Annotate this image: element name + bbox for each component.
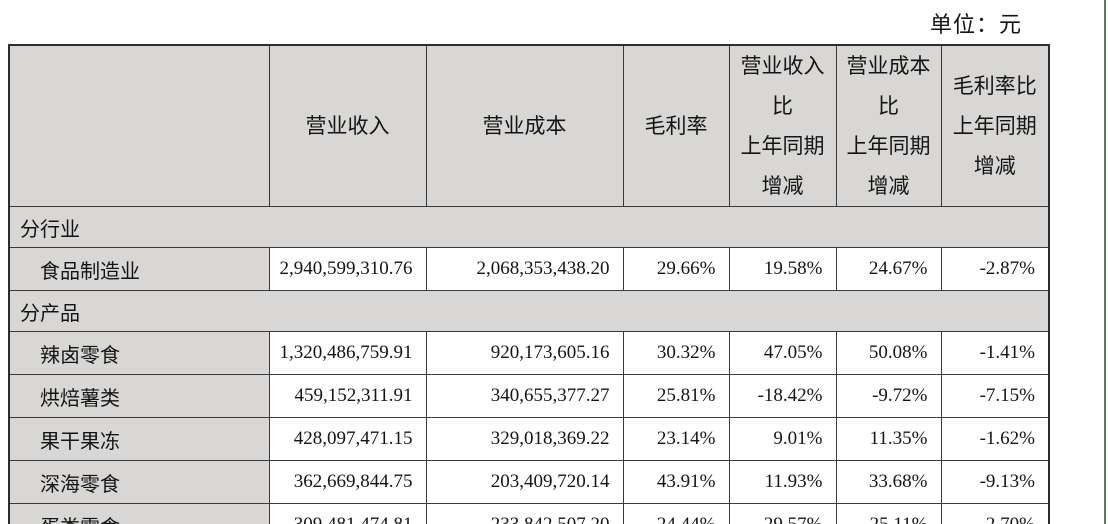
value-cell: 2,068,353,438.20 [425, 247, 624, 291]
table-row: 烘焙薯类 459,152,311.91 340,655,377.27 25.81% -1… [8, 374, 1050, 418]
value-cell: 233,842,507.20 [425, 503, 624, 524]
table-row: 食品制造业 2,940,599,310.76 2,068,353,438.20 29.… [8, 247, 1050, 291]
value-cell: 11.35% [835, 417, 942, 461]
value-cell: 29.66% [622, 247, 730, 291]
value-cell: 459,152,311.91 [268, 374, 427, 418]
table-row: 蛋类零食309,481,474.81233,842,507.2024.44%29… [8, 503, 1050, 524]
value-cell: 25.81% [622, 374, 730, 418]
row-label: 深海零食 [8, 460, 270, 504]
value-cell: 29.57% [728, 503, 837, 524]
value-cell: 1,320,486,759.91 [268, 331, 427, 375]
value-cell: 50.08% [835, 331, 942, 375]
value-cell: 43.91% [622, 460, 730, 504]
value-cell: 362,669,844.75 [268, 460, 427, 504]
green-border-line [1104, 0, 1106, 524]
row-label: 食品制造业 [8, 247, 270, 291]
row-label: 辣卤零食 [8, 331, 270, 375]
section-label: 分产品 [8, 290, 1050, 332]
value-cell: 23.14% [622, 417, 730, 461]
header-cell-empty [8, 44, 270, 207]
value-cell: 25.11% [835, 503, 942, 524]
table-row: 果干果冻 428,097,471.15 329,018,369.22 23.14% 9.… [8, 417, 1050, 461]
value-cell: 2,940,599,310.76 [268, 247, 427, 291]
table-header-row: 营业收入 营业成本 毛利率 营业收入比 上年同期 增减 营业成本比 上年同期 增… [8, 44, 1050, 207]
value-cell: 19.58% [728, 247, 837, 291]
value-cell: 11.93% [728, 460, 837, 504]
row-label: 果干果冻 [8, 417, 270, 461]
value-cell: 47.05% [728, 331, 837, 375]
value-cell: -9.72% [835, 374, 942, 418]
section-row: 分产品 [8, 290, 1050, 332]
section-label: 分行业 [8, 206, 1050, 248]
value-cell: -1.41% [940, 331, 1050, 375]
header-cell-cost-yoy: 营业成本比 上年同期 增减 [835, 44, 942, 207]
value-cell: 340,655,377.27 [425, 374, 624, 418]
row-label: 烘焙薯类 [8, 374, 270, 418]
value-cell: 24.44% [622, 503, 730, 524]
header-cell-revenue: 营业收入 [268, 44, 427, 207]
value-cell: 9.01% [728, 417, 837, 461]
value-cell: -2.87% [940, 247, 1050, 291]
section-row: 分行业 [8, 206, 1050, 248]
value-cell: 309,481,474.81 [268, 503, 427, 524]
value-cell: -1.62% [940, 417, 1050, 461]
row-label: 蛋类零食 [8, 503, 270, 524]
value-cell: 30.32% [622, 331, 730, 375]
header-cell-gross-margin: 毛利率 [622, 44, 730, 207]
header-cell-cost: 营业成本 [425, 44, 624, 207]
header-cell-revenue-yoy: 营业收入比 上年同期 增减 [728, 44, 837, 207]
table-row: 深海零食 362,669,844.75 203,409,720.14 43.91% 11… [8, 460, 1050, 504]
value-cell: 2.70% [940, 503, 1050, 524]
value-cell: 920,173,605.16 [425, 331, 624, 375]
value-cell: -9.13% [940, 460, 1050, 504]
financial-breakdown-table: 营业收入 营业成本 毛利率 营业收入比 上年同期 增减 营业成本比 上年同期 增… [8, 44, 1050, 524]
value-cell: 24.67% [835, 247, 942, 291]
header-cell-margin-yoy: 毛利率比 上年同期 增减 [940, 44, 1050, 207]
table-row: 辣卤零食 1,320,486,759.91 920,173,605.16 30.32%… [8, 331, 1050, 375]
unit-label: 单位：元 [929, 12, 1022, 37]
value-cell: 33.68% [835, 460, 942, 504]
value-cell: 329,018,369.22 [425, 417, 624, 461]
value-cell: -18.42% [728, 374, 837, 418]
value-cell: 428,097,471.15 [268, 417, 427, 461]
value-cell: -7.15% [940, 374, 1050, 418]
value-cell: 203,409,720.14 [425, 460, 624, 504]
